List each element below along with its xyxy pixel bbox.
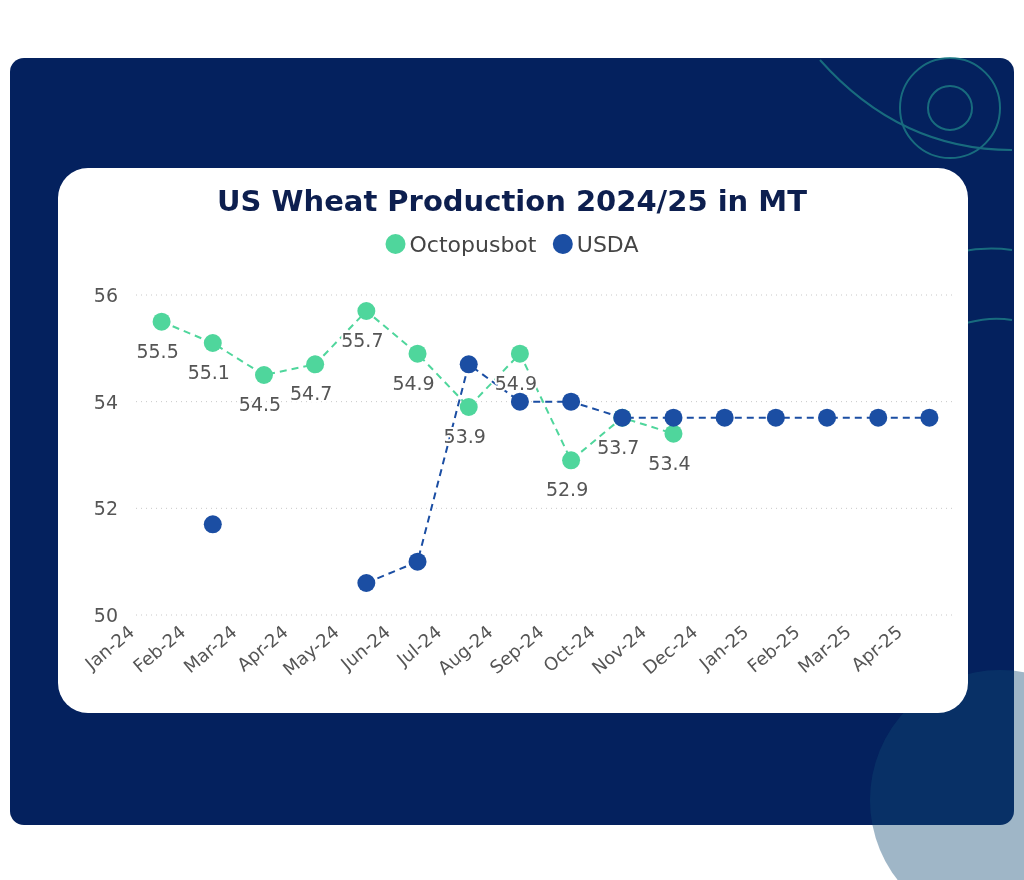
point: [716, 409, 734, 427]
data-label: 54.9: [495, 372, 537, 394]
series-line: [366, 364, 929, 583]
data-label: 53.9: [444, 425, 486, 447]
point: [869, 409, 887, 427]
grid-line: [136, 615, 955, 616]
plot-area: [153, 302, 939, 592]
x-tick-label: Mar-25: [794, 621, 855, 677]
legend-swatch: [386, 234, 406, 254]
point: [460, 355, 478, 373]
card: [58, 168, 968, 713]
data-label: 53.4: [648, 452, 690, 474]
x-tick-label: Oct-24: [539, 621, 599, 676]
point: [562, 393, 580, 411]
y-tick-label: 54: [94, 391, 118, 413]
legend-label: Octopusbot: [410, 232, 537, 257]
point: [664, 425, 682, 443]
series-line: [162, 311, 674, 460]
point: [818, 409, 836, 427]
point: [306, 355, 324, 373]
point: [204, 334, 222, 352]
x-tick-label: Feb-24: [129, 621, 189, 676]
title: US Wheat Production 2024/25 in MT: [217, 184, 807, 218]
y-tick-label: 50: [94, 604, 118, 626]
data-label: 54.7: [290, 382, 332, 404]
point: [153, 313, 171, 331]
x-tick-label: Nov-24: [587, 621, 650, 678]
point: [511, 393, 529, 411]
legend-label: USDA: [577, 232, 639, 257]
x-tick-label: Feb-25: [743, 621, 803, 676]
x-tick-label: Aug-24: [434, 621, 497, 679]
data-label: 55.5: [136, 340, 178, 362]
chart-root: US Wheat Production 2024/25 in MT Octopus…: [0, 0, 1024, 880]
point: [204, 515, 222, 533]
x-tick-label: Mar-24: [179, 621, 240, 677]
point: [409, 553, 427, 571]
point: [409, 345, 427, 363]
data-label: 55.7: [341, 329, 383, 351]
x-tick-label: Sep-24: [486, 621, 548, 678]
point: [664, 409, 682, 427]
point: [511, 345, 529, 363]
grid-line: [136, 508, 955, 509]
data-label: 52.9: [546, 478, 588, 500]
data-labels: 55.5 55.1 54.5 54.7 55.7 54.9 53.9 54.9 52.9 53.7…: [136, 329, 690, 500]
x-tick-label: May-24: [279, 621, 343, 680]
y-tick-label: 52: [94, 497, 118, 519]
point: [920, 409, 938, 427]
point: [357, 574, 375, 592]
point: [613, 409, 631, 427]
data-label: 54.5: [239, 393, 281, 415]
data-label: 53.7: [597, 436, 639, 458]
data-label: 54.9: [392, 372, 434, 394]
point: [562, 451, 580, 469]
y-tick-label: 56: [94, 284, 118, 306]
point: [460, 398, 478, 416]
data-label: 55.1: [188, 361, 230, 383]
point: [613, 409, 631, 427]
x-tick-label: Jan-25: [694, 621, 752, 674]
x-tick-label: Apr-25: [847, 621, 906, 675]
point: [767, 409, 785, 427]
x-tick-label: Dec-24: [639, 621, 702, 678]
x-tick-label: Jun-24: [336, 621, 394, 675]
x-tick-label: Jan-24: [80, 621, 138, 674]
grid-line: [136, 295, 955, 296]
legend-swatch: [553, 234, 573, 254]
legend: Octopusbot USDA: [386, 232, 639, 257]
point: [357, 302, 375, 320]
background-panel: [10, 58, 1014, 825]
point: [255, 366, 273, 384]
